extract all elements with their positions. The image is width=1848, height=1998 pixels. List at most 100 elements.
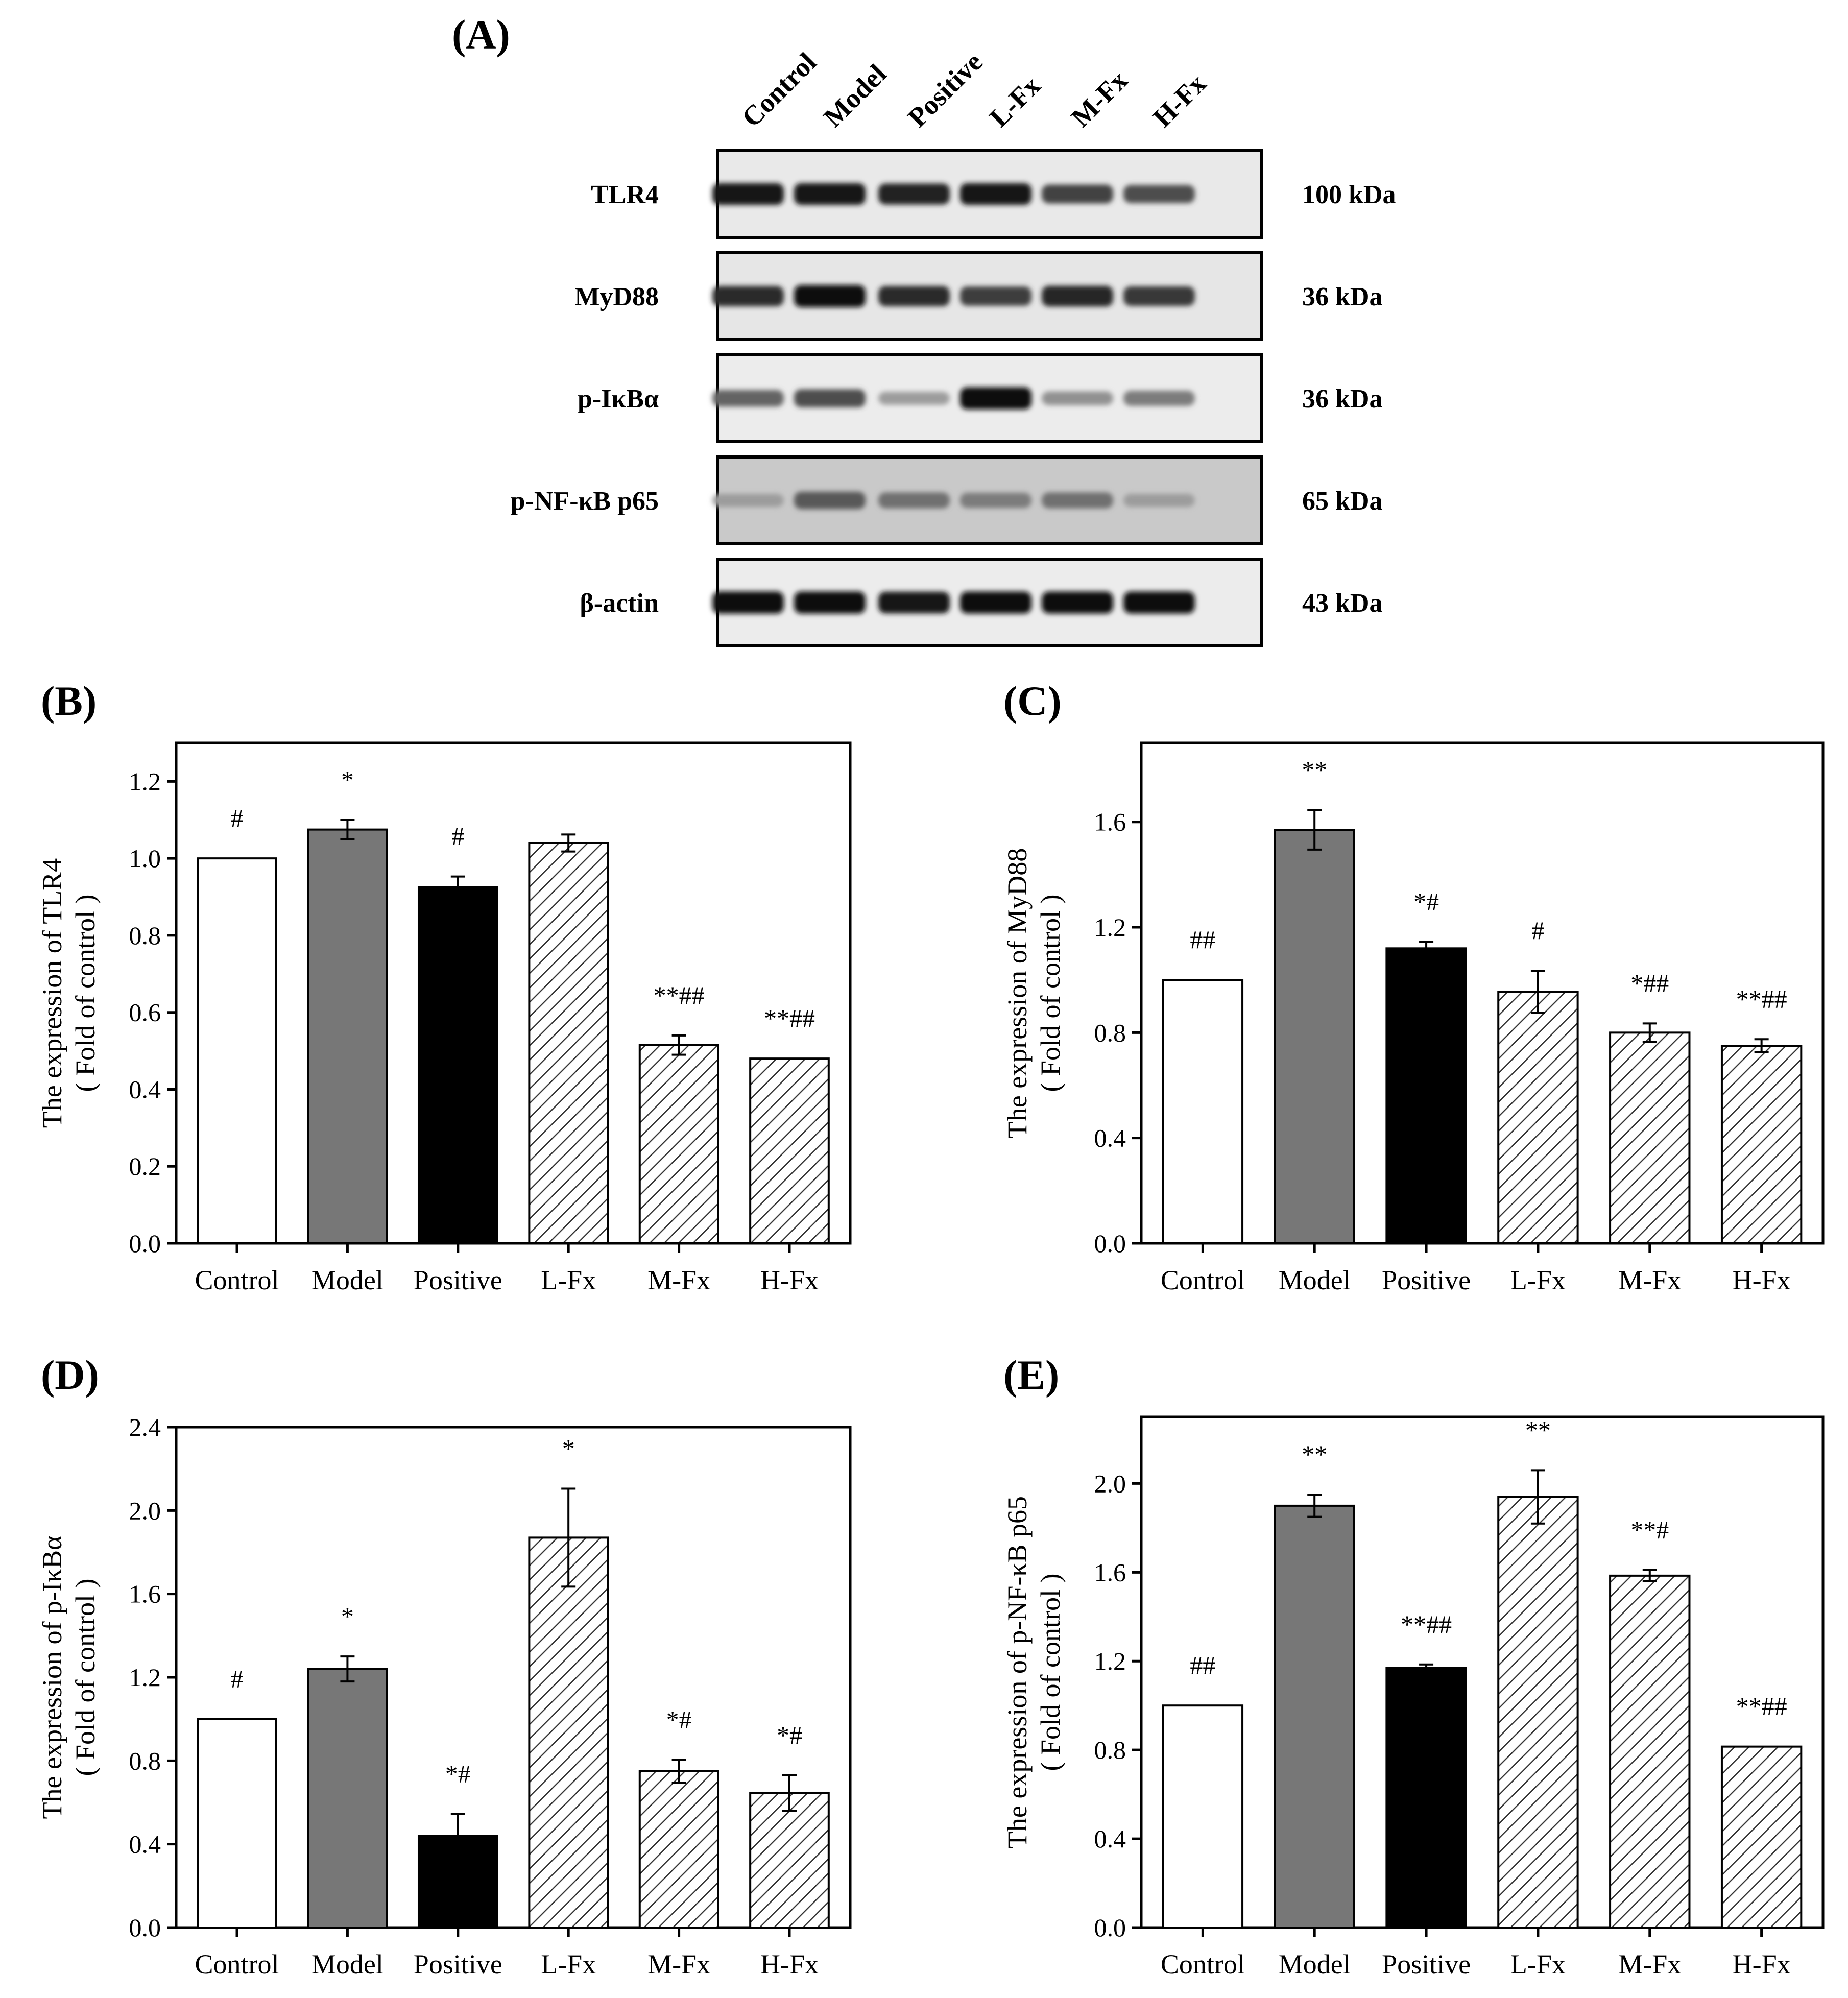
bar-h-fx bbox=[1720, 1045, 1803, 1245]
blot-band bbox=[1123, 494, 1195, 507]
blot-band bbox=[960, 286, 1031, 306]
bar-positive bbox=[1385, 1667, 1467, 1929]
blot-band bbox=[960, 493, 1031, 508]
significance-label: *# bbox=[666, 1705, 692, 1734]
bar-l-fx bbox=[1497, 991, 1579, 1244]
bar-positive bbox=[1385, 947, 1467, 1244]
lane-label: L-Fx bbox=[983, 70, 1046, 133]
bar-l-fx bbox=[1497, 1496, 1579, 1929]
significance-label: *# bbox=[777, 1721, 802, 1749]
significance-label: # bbox=[451, 822, 464, 851]
blot-band bbox=[794, 491, 866, 510]
y-tick-label: 0.8 bbox=[1094, 1018, 1126, 1047]
blot-band bbox=[878, 183, 950, 205]
blot-band bbox=[712, 494, 784, 507]
blot-band bbox=[960, 591, 1031, 614]
y-tick-label: 1.6 bbox=[1094, 808, 1126, 836]
lane-label: Model bbox=[818, 58, 892, 133]
blot-band bbox=[794, 389, 866, 407]
y-tick-label: 1.2 bbox=[1094, 913, 1126, 942]
category-label: Positive bbox=[414, 1265, 502, 1295]
significance-label: * bbox=[341, 1602, 354, 1630]
category-label: H-Fx bbox=[1733, 1265, 1791, 1295]
significance-label: ## bbox=[1190, 1651, 1215, 1679]
bar-model bbox=[307, 1668, 388, 1929]
significance-label: **## bbox=[764, 1004, 815, 1032]
protein-label: TLR4 bbox=[591, 180, 659, 209]
y-axis-label: The expression of p-NF-κB p65 bbox=[1002, 1496, 1033, 1848]
y-axis-label: The expression of MyD88 bbox=[1002, 848, 1033, 1138]
y-tick-label: 1.6 bbox=[129, 1580, 161, 1608]
bar-m-fx bbox=[638, 1044, 719, 1245]
bar-positive bbox=[417, 886, 498, 1244]
protein-label: β-actin bbox=[580, 589, 659, 618]
lane-label: Control bbox=[736, 46, 822, 133]
blot-band bbox=[960, 183, 1031, 205]
y-tick-label: 1.6 bbox=[1094, 1558, 1126, 1586]
protein-size-label: 36 kDa bbox=[1302, 384, 1382, 414]
blot-band bbox=[1123, 286, 1195, 306]
y-tick-label: 0.2 bbox=[129, 1152, 161, 1181]
protein-label: MyD88 bbox=[574, 282, 659, 311]
y-tick-label: 2.4 bbox=[129, 1413, 161, 1441]
category-label: H-Fx bbox=[1733, 1949, 1791, 1980]
lane-label: Positive bbox=[902, 46, 989, 133]
plot-frame bbox=[1140, 741, 1825, 1245]
significance-label: # bbox=[231, 1665, 244, 1693]
y-tick-label: 0.8 bbox=[129, 921, 161, 950]
significance-label: **## bbox=[1736, 1692, 1787, 1721]
blot-row: MyD88 36 kDa bbox=[574, 251, 1382, 341]
y-axis-sublabel: ( Fold of control ) bbox=[70, 1579, 101, 1776]
significance-label: *# bbox=[1413, 887, 1439, 916]
y-axis-sublabel: ( Fold of control ) bbox=[1035, 895, 1066, 1092]
blot-band bbox=[878, 286, 950, 306]
category-label: Model bbox=[311, 1265, 383, 1295]
blot-band bbox=[960, 387, 1031, 410]
protein-size-label: 100 kDa bbox=[1302, 180, 1396, 209]
category-label: M-Fx bbox=[1618, 1949, 1681, 1980]
blot-row: p-NF-κB p65 65 kDa bbox=[511, 455, 1382, 545]
significance-label: ** bbox=[1302, 1440, 1327, 1469]
category-label: Model bbox=[1279, 1265, 1351, 1295]
blot-band bbox=[712, 591, 784, 614]
category-label: H-Fx bbox=[760, 1265, 819, 1295]
category-label: Control bbox=[195, 1265, 279, 1295]
category-label: L-Fx bbox=[1510, 1949, 1566, 1980]
bar-model bbox=[1274, 1504, 1355, 1929]
blot-band bbox=[878, 591, 950, 614]
protein-size-label: 65 kDa bbox=[1302, 487, 1382, 516]
significance-label: **## bbox=[654, 981, 705, 1009]
blot-band bbox=[1123, 391, 1195, 406]
blot-band bbox=[794, 183, 866, 205]
y-tick-label: 2.0 bbox=[1094, 1469, 1126, 1498]
y-tick-label: 0.6 bbox=[129, 998, 161, 1027]
category-label: Positive bbox=[414, 1949, 502, 1980]
y-tick-label: 0.0 bbox=[1094, 1913, 1126, 1942]
y-axis-label: The expression of TLR4 bbox=[37, 858, 67, 1128]
significance-label: *## bbox=[1630, 969, 1669, 997]
category-label: Model bbox=[1279, 1949, 1351, 1980]
protein-label: p-NF-κB p65 bbox=[511, 487, 659, 516]
bar-l-fx bbox=[528, 842, 609, 1244]
protein-label: p-IκBα bbox=[578, 384, 659, 414]
chart-panel-d: (D) 0.0 0.4 0.8 1.2 1.6 2.0 2.4 The expression o… bbox=[37, 1352, 852, 1980]
panel-label: (B) bbox=[41, 678, 97, 724]
y-tick-label: 0.4 bbox=[1094, 1124, 1126, 1152]
blot-row: p-IκBα 36 kDa bbox=[578, 353, 1382, 443]
panel-label: (C) bbox=[1003, 678, 1062, 724]
significance-label: *# bbox=[445, 1759, 471, 1788]
bar-model bbox=[1274, 829, 1355, 1245]
category-label: H-Fx bbox=[760, 1949, 819, 1980]
y-tick-label: 0.8 bbox=[1094, 1736, 1126, 1764]
category-label: Model bbox=[311, 1949, 383, 1980]
bar-model bbox=[307, 828, 388, 1244]
blot-band bbox=[712, 390, 784, 407]
significance-label: ## bbox=[1190, 925, 1215, 954]
significance-label: * bbox=[341, 765, 354, 794]
plot-frame bbox=[175, 1426, 852, 1929]
y-tick-label: 1.2 bbox=[129, 767, 161, 796]
plot-frame bbox=[175, 741, 852, 1245]
chart-panel-e: (E) 0.0 0.4 0.8 1.2 1.6 2.0 The expression of p… bbox=[1002, 1352, 1825, 1980]
